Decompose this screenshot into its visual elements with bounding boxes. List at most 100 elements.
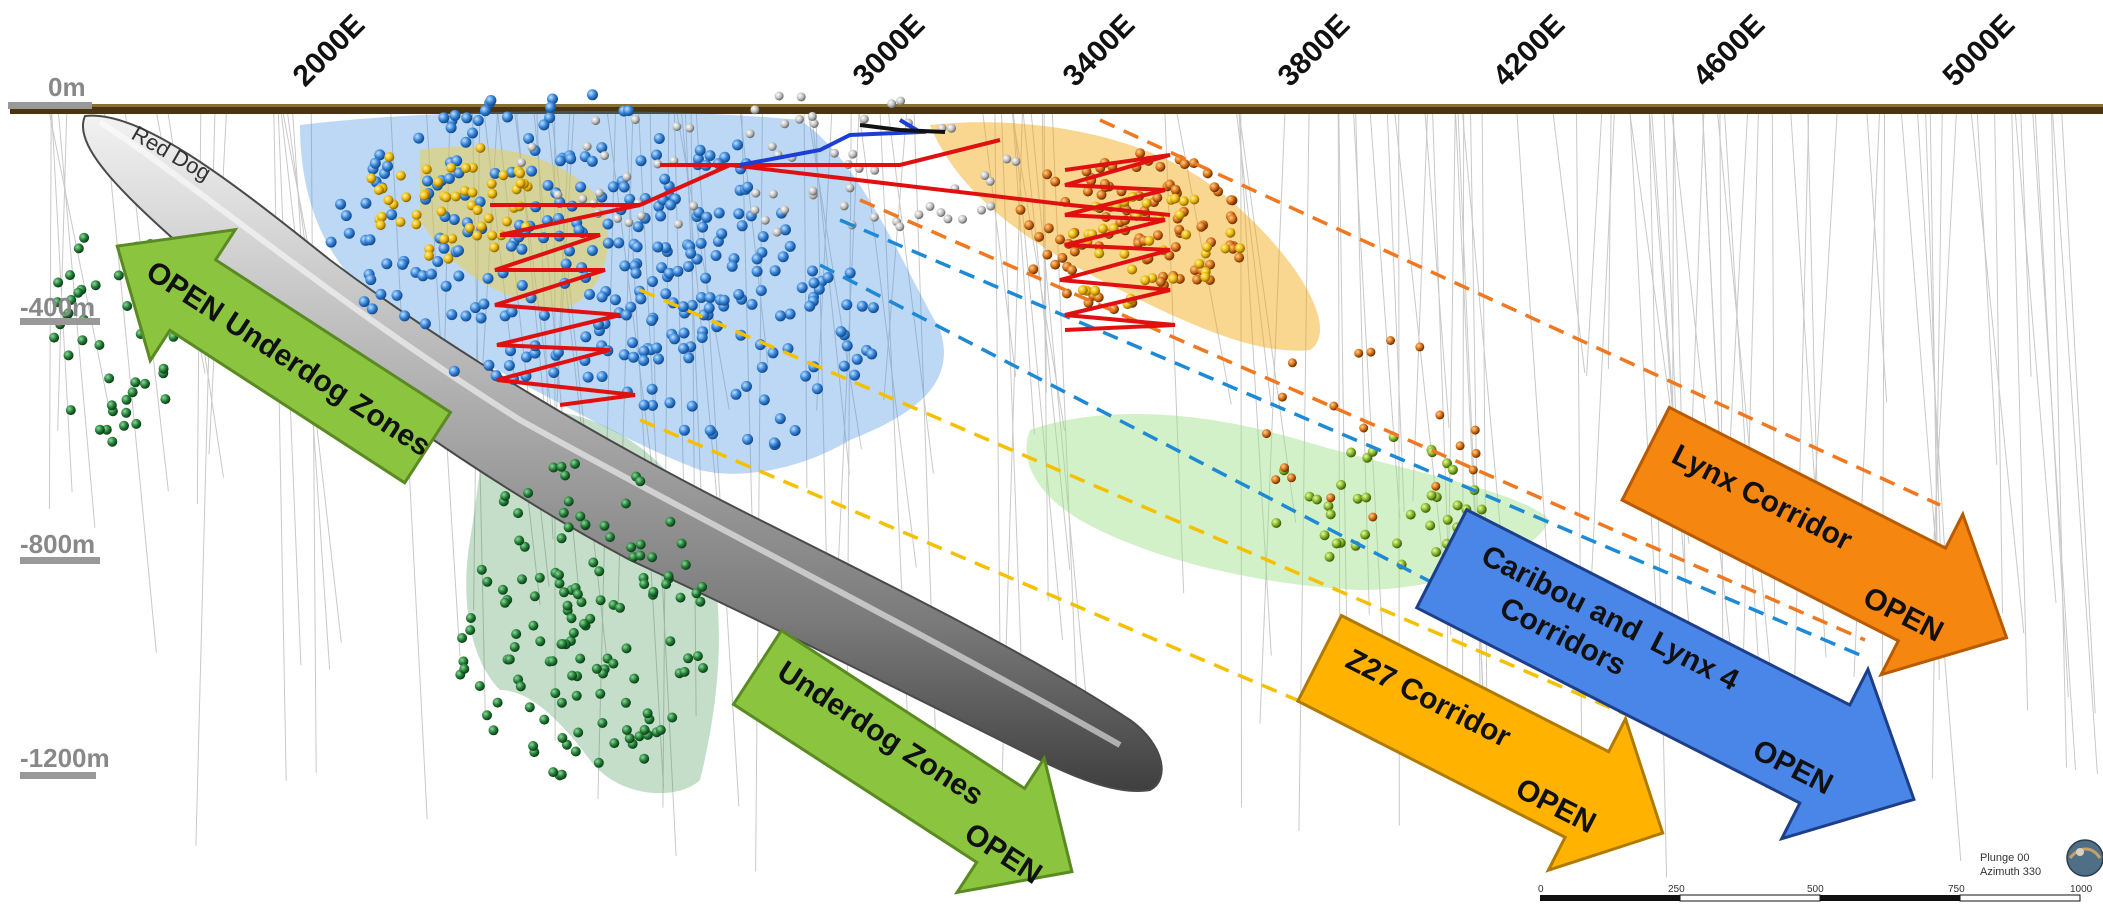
gray-intercept-point xyxy=(582,141,592,151)
green-intercept-point xyxy=(620,498,631,509)
green-intercept-point xyxy=(579,618,589,629)
green-intercept-point xyxy=(576,597,587,608)
yellow-intercept-point xyxy=(1194,258,1205,269)
green-intercept-point xyxy=(547,656,558,667)
blue-intercept-point xyxy=(775,310,786,322)
orange-intercept-point xyxy=(1471,448,1481,458)
green-intercept-point xyxy=(548,462,559,473)
orange-intercept-point xyxy=(1057,252,1068,263)
blue-intercept-point xyxy=(548,367,560,378)
green-intercept-point xyxy=(597,718,608,728)
blue-intercept-point xyxy=(460,310,472,322)
drill-hole-trace xyxy=(1051,109,1077,692)
blue-intercept-point xyxy=(672,265,684,277)
blue-intercept-point xyxy=(358,296,370,308)
blue-intercept-point xyxy=(756,361,768,373)
yellow-intercept-point xyxy=(447,233,458,244)
blue-intercept-point xyxy=(653,133,665,144)
blue-intercept-point xyxy=(653,353,664,365)
drill-hole-trace xyxy=(816,109,833,411)
drill-hole-trace xyxy=(2011,109,2029,711)
easting-label-4600E: 4600E xyxy=(1687,8,1772,93)
yellow-intercept-point xyxy=(1220,243,1231,254)
drill-hole-trace xyxy=(1337,109,1341,685)
orange-intercept-point xyxy=(1179,159,1190,170)
black-trace xyxy=(859,123,946,134)
green-intercept-point xyxy=(594,566,605,577)
blue-intercept-point xyxy=(694,144,706,156)
lime-intercept-point xyxy=(1361,492,1372,503)
green-intercept-point xyxy=(77,335,88,346)
depth-tick-1200m xyxy=(20,772,96,779)
red-zigzag-east xyxy=(1059,153,1176,332)
drill-hole-trace xyxy=(1576,109,1583,813)
yellow-intercept-point xyxy=(459,185,470,196)
light-green-zone-envelope xyxy=(1026,413,1550,590)
blue-intercept-point xyxy=(453,270,465,282)
gray-intercept-point xyxy=(774,91,784,101)
blue-intercept-point xyxy=(652,241,664,253)
lime-intercept-point xyxy=(1324,551,1335,562)
blue-intercept-point xyxy=(686,400,698,412)
corridor-lines xyxy=(639,118,1941,812)
green-intercept-point xyxy=(556,461,567,472)
blue-intercept-point xyxy=(789,425,801,436)
drill-hole-trace xyxy=(2014,109,2057,604)
gray-intercept-point xyxy=(767,142,777,151)
green-intercept-point xyxy=(573,727,584,738)
orange-intercept-point xyxy=(1359,423,1369,433)
drill-hole-trace xyxy=(887,109,934,474)
gray-intercept-point xyxy=(869,212,879,222)
green-intercept-point xyxy=(517,574,527,585)
drill-hole-trace xyxy=(483,109,541,605)
blue-intercept-point xyxy=(628,351,639,363)
drill-hole-trace xyxy=(1298,109,1310,831)
green-intercept-point xyxy=(676,538,687,549)
blue-intercept-point xyxy=(856,300,868,312)
orange-intercept-point xyxy=(1042,249,1053,260)
green-intercept-point xyxy=(63,350,74,361)
blue-intercept-point xyxy=(432,256,444,267)
blue-intercept-point xyxy=(733,289,745,300)
green-intercept-point xyxy=(488,725,499,736)
lime-intercept-point xyxy=(1425,520,1436,531)
blue-intercept-point xyxy=(627,337,638,349)
yellow-intercept-point xyxy=(489,242,500,253)
drill-hole-trace xyxy=(1462,109,1465,734)
blue-intercept-point xyxy=(665,199,677,211)
orange-intercept-point xyxy=(1050,259,1061,270)
gray-intercept-point xyxy=(553,190,563,200)
yellow-intercept-point xyxy=(1144,235,1155,246)
blue-intercept-point xyxy=(360,197,372,209)
yellow-intercept-point xyxy=(1170,193,1180,204)
lime-intercept-point xyxy=(1336,479,1347,490)
orange-intercept-point xyxy=(1042,169,1053,180)
yellow-intercept-point xyxy=(501,216,512,227)
blue-intercept-point xyxy=(867,302,879,314)
orange-intercept-point xyxy=(1455,441,1465,451)
blue-intercept-point xyxy=(575,181,587,193)
blue-intercept-point xyxy=(647,276,658,287)
blue-intercept-point xyxy=(443,173,455,184)
green-intercept-point xyxy=(575,653,586,664)
blue-intercept-point xyxy=(335,198,347,210)
blue-intercept-point xyxy=(438,242,450,254)
green-intercept-point xyxy=(563,496,574,507)
blue-intercept-point xyxy=(696,332,708,343)
lime-intercept-point xyxy=(1304,491,1315,502)
blue-intercept-point xyxy=(796,282,808,294)
orange-intercept-point xyxy=(1234,252,1245,263)
orange-intercept-point xyxy=(1024,220,1035,231)
blue-intercept-point xyxy=(545,101,557,113)
gray-intercept-point xyxy=(947,123,956,133)
green-intercept-point xyxy=(131,418,142,429)
yellow-intercept-point xyxy=(424,250,434,261)
drill-hole-trace xyxy=(675,109,730,410)
depth-labels: 0m -400m -800m -1200m xyxy=(8,72,110,779)
z27-corridor-line-upper xyxy=(639,288,1756,772)
blue-intercept-point xyxy=(638,399,650,411)
blue-intercept-point xyxy=(602,237,614,249)
orange-intercept-point xyxy=(1034,231,1045,242)
gray-intercept-point xyxy=(636,211,646,221)
blue-intercept-point xyxy=(475,312,487,324)
